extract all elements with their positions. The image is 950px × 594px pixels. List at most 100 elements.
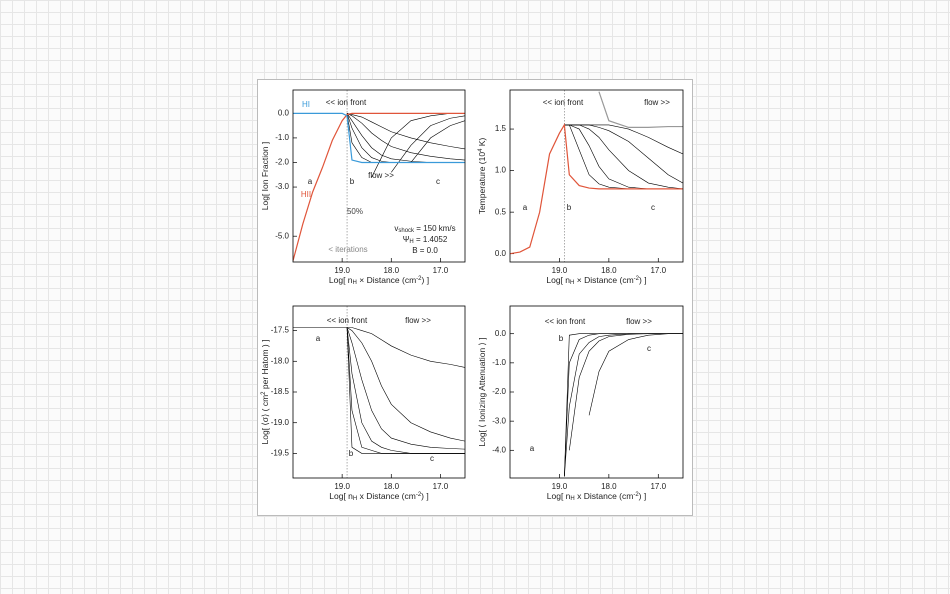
series-line	[346, 113, 465, 161]
x-axis-label-part: Log[ n	[329, 275, 353, 285]
x-axis-label-part: ) ]	[639, 275, 647, 285]
annotation: << ion front	[543, 98, 584, 107]
y-tick-label: -3.0	[492, 416, 506, 425]
annotation-part: = 1.4052	[414, 235, 448, 244]
plot-frame	[292, 305, 466, 479]
x-axis-label: Log[ nH x Distance (cm-2) ]	[547, 491, 646, 502]
plot-frame	[292, 89, 466, 263]
x-tick-label: 18.0	[601, 266, 617, 275]
annotation-part: H	[409, 239, 413, 245]
x-axis-label-part: Log[ n	[546, 275, 570, 285]
y-tick-label: -19.0	[271, 418, 290, 427]
y-tick-label: 0.0	[278, 108, 290, 117]
y-tick-label: -2.0	[275, 158, 289, 167]
y-tick-label: 1.5	[495, 124, 507, 133]
x-axis-label-part: -2	[634, 276, 640, 282]
annotation-part: Ψ	[403, 235, 410, 244]
annotation: << ion front	[545, 317, 586, 326]
x-tick-label: 18.0	[601, 482, 617, 491]
annotation: 50%	[347, 207, 363, 216]
y-tick-label: -19.5	[271, 449, 290, 458]
y-tick-label: 0.5	[495, 207, 507, 216]
series-line	[346, 327, 465, 454]
y-tick-label: -17.5	[271, 326, 290, 335]
y-tick-label: 1.0	[495, 166, 507, 175]
plot-frame	[509, 305, 684, 479]
series-line	[346, 327, 465, 442]
annotation: a	[308, 177, 313, 186]
annotation: c	[651, 203, 655, 212]
x-axis-label-part: H	[570, 496, 574, 502]
series-line	[510, 123, 683, 255]
series-line	[588, 333, 683, 416]
series-line	[293, 112, 465, 164]
x-tick-label: 19.0	[552, 482, 568, 491]
x-axis-label-part: -2	[416, 492, 422, 498]
x-tick-label: 17.0	[433, 266, 449, 275]
annotation: vshock = 150 km/s	[394, 224, 455, 234]
x-axis-label-part: ) ]	[421, 491, 429, 501]
annotation: a	[523, 203, 528, 212]
x-tick-label: 18.0	[383, 266, 399, 275]
x-axis-label-part: × Distance (cm	[574, 275, 633, 285]
annotation: < iterations	[328, 245, 367, 254]
y-axis-label: Log[ Ion Fraction ]	[260, 142, 270, 211]
y-axis-label-part: Log[ Ion Fraction ]	[260, 142, 270, 211]
y-tick-label: -1.0	[492, 358, 506, 367]
plot-frame	[509, 89, 684, 263]
x-axis-label-part: Log[ n	[547, 491, 571, 501]
annotation: flow >>	[644, 98, 670, 107]
annotation: flow >>	[368, 171, 394, 180]
series-line	[569, 333, 683, 451]
series-line	[293, 112, 465, 261]
annotation: a	[530, 444, 535, 453]
series-line	[346, 113, 465, 150]
series-line	[391, 115, 465, 173]
annotation: B = 0.0	[412, 246, 438, 255]
y-tick-label: -5.0	[275, 231, 289, 240]
annotation: c	[647, 344, 651, 353]
x-axis-label-part: H	[570, 280, 574, 286]
y-tick-label: 0.0	[495, 249, 507, 258]
y-tick-label: -1.0	[275, 133, 289, 142]
y-axis-label-part: per Hatom ) ]	[260, 340, 270, 392]
annotation: c	[436, 177, 440, 186]
series-label: HI	[302, 100, 310, 109]
annotation: flow >>	[626, 317, 652, 326]
annotation: b	[349, 449, 354, 458]
x-axis-label: Log[ nH × Distance (cm-2) ]	[329, 275, 429, 286]
x-axis-label-part: x Distance (cm	[575, 491, 634, 501]
annotation: c	[430, 454, 434, 463]
annotation: flow >>	[405, 316, 431, 325]
annotation: a	[316, 334, 321, 343]
y-tick-label: -2.0	[492, 387, 506, 396]
y-tick-label: -4.0	[492, 445, 506, 454]
x-tick-label: 17.0	[433, 482, 449, 491]
x-tick-label: 19.0	[334, 266, 350, 275]
annotation: << ion front	[327, 316, 368, 325]
series-label: HII	[301, 190, 311, 199]
x-axis-label-part: H	[353, 280, 357, 286]
x-axis-label-part: ) ]	[639, 491, 647, 501]
series-line	[347, 327, 465, 368]
x-axis-label: Log[ nH × Distance (cm-2) ]	[546, 275, 646, 286]
y-axis-label: Temperature (104 K)	[477, 138, 487, 215]
figure-frame	[257, 79, 693, 516]
y-axis-label: Log[ ⟨σ⟩ ( cm2 per Hatom ) ]	[260, 340, 270, 445]
y-axis-label: Log[ ⟨ Ionizing Attenuation ⟩ ]	[477, 337, 487, 446]
y-axis-label-part: 4	[478, 148, 484, 152]
x-axis-label-part: x Distance (cm	[357, 491, 416, 501]
annotation: b	[350, 177, 355, 186]
y-axis-label-part: 2	[261, 391, 267, 395]
annotation: << ion front	[326, 98, 367, 107]
series-line	[598, 91, 683, 128]
annotation-part: = 150 km/s	[414, 224, 456, 233]
series-line	[346, 327, 465, 450]
y-tick-label: -18.0	[271, 356, 290, 365]
y-tick-label: 0.0	[495, 329, 507, 338]
x-tick-label: 18.0	[383, 482, 399, 491]
x-tick-label: 19.0	[552, 266, 568, 275]
x-axis-label-part: -2	[633, 492, 639, 498]
